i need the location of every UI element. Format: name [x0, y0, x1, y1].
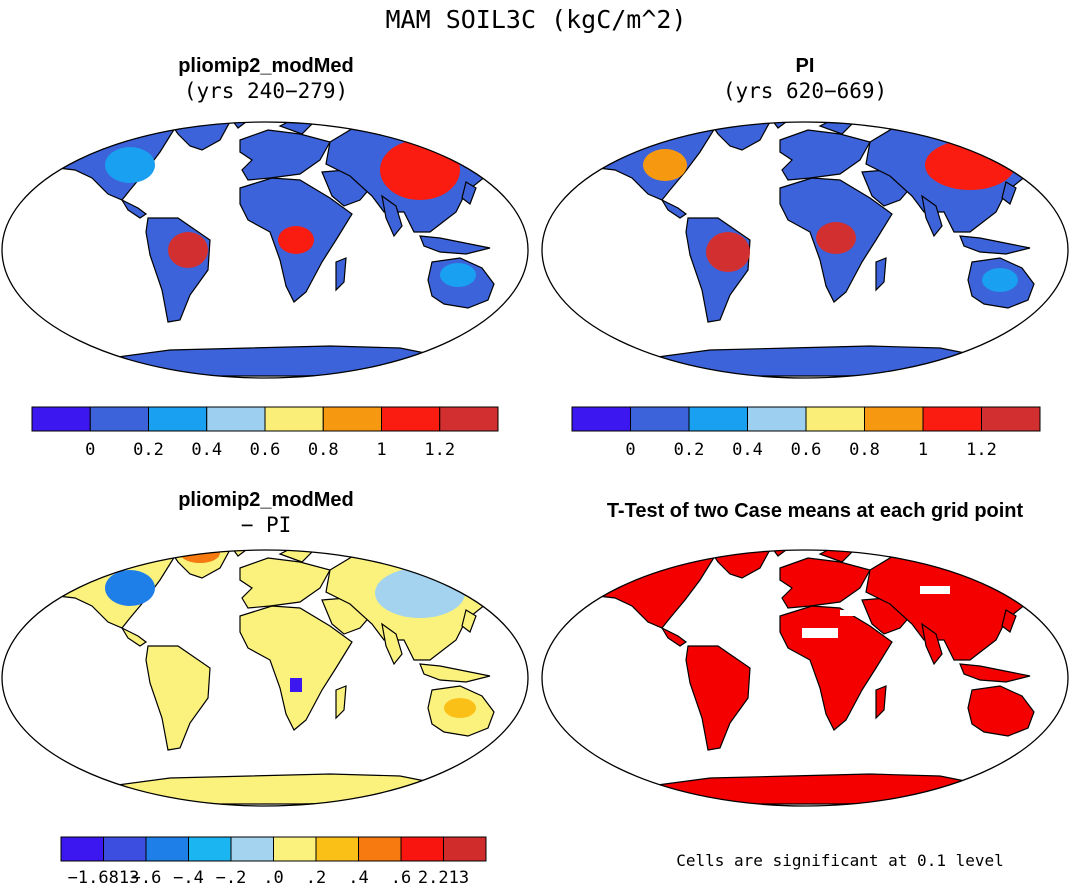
panel-difference: pliomip2_modMed − PI −1.6813−.6 −.4 −.2 .0.… — [1, 489, 529, 885]
figure-title: MAM SOIL3C (kgC/m^2) — [385, 5, 686, 34]
panel1-patch-australia — [440, 263, 476, 287]
panel3-colorbar-tick-label: −.4 — [173, 868, 204, 885]
panel3-colorbar-tick-label: −1.6813 — [68, 868, 140, 885]
panel3-colorbar-swatch — [443, 836, 487, 862]
panel4-nonsignificant-cells — [802, 586, 950, 638]
panel4-map — [541, 549, 1069, 807]
panel3-colorbar-swatch — [60, 836, 104, 862]
panel2-hotspot-amazon — [706, 232, 750, 272]
panel4-title: T-Test of two Case means at each grid po… — [607, 500, 1024, 522]
panel3-subtitle: − PI — [241, 513, 292, 537]
panel4-gap-arabia — [840, 610, 860, 616]
panel2-colorbar-tick-label: 0.4 — [732, 440, 763, 460]
panel1-colorbar-swatch — [89, 406, 149, 432]
panel1-patch-namerica — [105, 147, 155, 183]
panel2-hotspot-congo — [816, 222, 856, 254]
panel3-patch-congo — [290, 678, 302, 692]
panel1-colorbar-tick-label: 1.2 — [424, 440, 455, 460]
panel2-colorbar-swatch — [922, 406, 982, 432]
panel1-colorbar-tick-label: 0 — [85, 440, 95, 460]
panel1-colorbar-tick-label: 0.6 — [250, 440, 281, 460]
panel2-colorbar-tick-label: 0 — [625, 440, 635, 460]
panel1-colorbar-tick-label: 1 — [376, 440, 386, 460]
panel1-colorbar-tick-label: 0.4 — [191, 440, 222, 460]
panel2-hotspots — [643, 140, 1018, 292]
panel3-colorbar-swatch — [273, 836, 317, 862]
panel3-colorbar-swatch — [358, 836, 402, 862]
panel1-colorbar-tick-label: 0.8 — [308, 440, 339, 460]
panel3-colorbar-swatch — [145, 836, 189, 862]
panel4-note: Cells are significant at 0.1 level — [676, 851, 1004, 870]
panel3-map — [1, 549, 529, 807]
panel3-colorbar-swatch — [230, 836, 274, 862]
panel3-patch-australia — [444, 698, 476, 718]
panel1-colorbar-swatch — [206, 406, 266, 432]
panel2-colorbar-tick-label: 0.2 — [674, 440, 705, 460]
panel3-colorbar-tick-label: .0 — [263, 868, 283, 885]
panel1-subtitle: (yrs 240−279) — [184, 79, 348, 103]
panel2-colorbar-swatch — [571, 406, 631, 432]
panel1-hotspot-amazon — [168, 232, 208, 268]
panel2-colorbar-swatch — [805, 406, 865, 432]
panel1-colorbar-swatch — [264, 406, 324, 432]
panel3-patch-namerica — [105, 570, 155, 606]
panel3-colorbar-swatch — [315, 836, 359, 862]
panel1-map — [1, 121, 529, 379]
panel1-colorbar-swatch — [148, 406, 208, 432]
panel1-map-border — [1, 121, 529, 379]
panel3-colorbar-tick-label: .2 — [306, 868, 326, 885]
panel1-title: pliomip2_modMed — [178, 55, 354, 77]
panel2-colorbar-swatch — [981, 406, 1041, 432]
panel2-colorbar-tick-label: 1 — [918, 440, 928, 460]
panel4-gap-tibet — [920, 586, 950, 594]
panel2-map-border — [541, 121, 1069, 379]
panel1-hotspot-siberia — [380, 140, 460, 200]
panel2-colorbar: 0 0.2 0.4 0.6 0.8 1 1.2 — [571, 406, 1041, 460]
panel1-hotspot-congo — [278, 226, 314, 254]
panel1-colorbar-swatch — [322, 406, 382, 432]
panel3-colorbar-tick-label: 2.213 — [418, 868, 469, 885]
panel2-map — [541, 121, 1069, 379]
panel2-colorbar-swatch — [747, 406, 807, 432]
panel2-colorbar-swatch — [688, 406, 748, 432]
panel3-patch-siberia — [375, 568, 465, 618]
panel4-map-border — [541, 549, 1069, 807]
panel3-map-border — [1, 549, 529, 807]
panel3-title: pliomip2_modMed — [178, 489, 354, 511]
panel2-patch-australia — [982, 268, 1018, 292]
panel3-colorbar-swatch — [103, 836, 147, 862]
panel2-patch-namerica — [643, 149, 687, 181]
panel3-colorbar: −1.6813−.6 −.4 −.2 .0 .2 .4 .6 2.213 — [60, 836, 487, 885]
panel2-colorbar-swatch — [864, 406, 924, 432]
panel3-colorbar-tick-label: .4 — [348, 868, 368, 885]
panel-pliomip2-modmed: pliomip2_modMed (yrs 240−279) 0 0.2 0.4 0.6… — [1, 55, 529, 460]
panel4-gap-sahara — [802, 628, 838, 638]
panel4-significant-cells — [584, 550, 1061, 805]
panel2-colorbar-tick-label: 0.6 — [791, 440, 822, 460]
panel3-colorbar-tick-label: −.6 — [131, 868, 162, 885]
panel-pi: PI (yrs 620−669) 0 0.2 0.4 0.6 0.8 1 1.2 — [541, 55, 1069, 460]
panel2-colorbar-tick-label: 1.2 — [966, 440, 997, 460]
panel3-colorbar-swatch — [400, 836, 444, 862]
panel3-colorbar-tick-label: .6 — [391, 868, 411, 885]
panel1-colorbar-tick-label: 0.2 — [133, 440, 164, 460]
panel2-title: PI — [796, 55, 815, 77]
panel2-subtitle: (yrs 620−669) — [723, 79, 887, 103]
panel-ttest: T-Test of two Case means at each grid po… — [541, 500, 1069, 870]
panel3-colorbar-swatch — [188, 836, 232, 862]
panel1-colorbar-swatch — [31, 406, 91, 432]
panel2-colorbar-tick-label: 0.8 — [849, 440, 880, 460]
panel2-colorbar-swatch — [630, 406, 690, 432]
panel1-colorbar-swatch — [381, 406, 441, 432]
panel3-colorbar-tick-label: −.2 — [216, 868, 247, 885]
panel1-colorbar: 0 0.2 0.4 0.6 0.8 1 1.2 — [31, 406, 499, 460]
panel1-colorbar-swatch — [439, 406, 499, 432]
